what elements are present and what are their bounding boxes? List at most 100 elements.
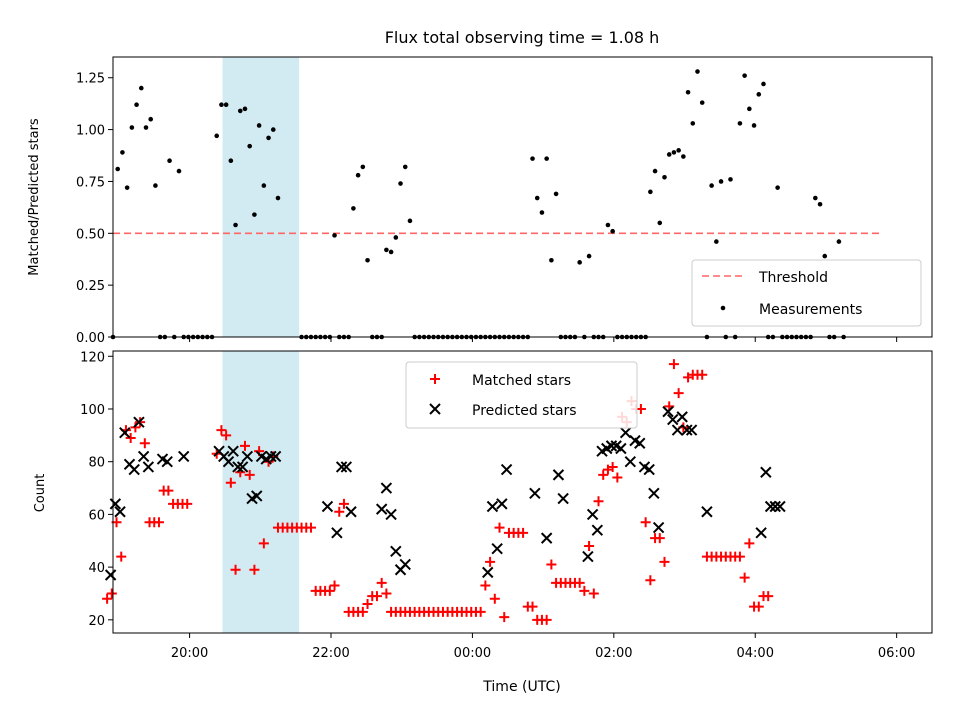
measurement-point (247, 143, 252, 149)
predicted-star-point (399, 558, 411, 571)
matched-star-point (130, 422, 141, 433)
x-tick-label: 02:00 (595, 646, 632, 661)
predicted-star-point (161, 455, 173, 468)
matched-star-point (518, 527, 529, 538)
measurement-point (530, 156, 535, 161)
measurement-point (355, 172, 361, 178)
measurement-point (214, 133, 220, 139)
measurement-point (120, 150, 125, 155)
matched-star-point (588, 588, 599, 599)
matched-star-point (258, 538, 269, 549)
y-tick-label: 0.25 (76, 279, 105, 294)
legend-matched-swatch (430, 374, 440, 384)
x-tick-label: 20:00 (171, 646, 208, 661)
measurement-point (332, 233, 337, 238)
predicted-star-point (605, 440, 618, 452)
predicted-star-point (652, 521, 665, 534)
matched-star-point (546, 559, 557, 570)
matched-star-point (480, 580, 491, 591)
measurement-point (695, 69, 700, 74)
predicted-star-point (648, 487, 660, 500)
matched-star-point (153, 517, 164, 528)
matched-star-point (659, 556, 670, 567)
x-axis-label: Time (UTC) (482, 679, 560, 695)
measurement-point (176, 168, 182, 174)
measurement-point (756, 92, 762, 97)
matched-star-point (357, 606, 368, 617)
legend: Threshold Measurements (691, 259, 922, 327)
predicted-star-point (764, 500, 777, 513)
predicted-star-point (251, 490, 263, 502)
predicted-star-point (241, 450, 254, 463)
measurement-point (822, 253, 828, 259)
predicted-star-point (340, 461, 353, 473)
matched-star-point (163, 485, 174, 496)
predicted-star-point (769, 500, 781, 513)
measurement-point (544, 156, 549, 161)
predicted-star-point (500, 463, 513, 476)
predicted-star-point (685, 424, 698, 436)
measurement-point (751, 123, 757, 128)
matched-star-point (249, 564, 260, 575)
predicted-star-point (227, 445, 239, 457)
matched-star-point (640, 517, 651, 528)
measurement-point (699, 100, 705, 105)
measurement-point (742, 73, 747, 78)
legend-predicted-swatch (429, 403, 441, 415)
measurement-point (242, 106, 248, 112)
matched-star-point (338, 498, 349, 509)
measurement-point (817, 201, 823, 207)
predicted-star-point (491, 542, 503, 555)
measurement-point (714, 239, 719, 244)
measurement-point (129, 125, 135, 130)
predicted-star-point (557, 492, 569, 505)
ratio-panel: 0.00 0.25 0.50 0.75 1.00 1.25 Matched/Predict… (27, 56, 933, 346)
measurement-point (261, 183, 267, 188)
y-tick-label: 0.00 (76, 331, 105, 346)
predicted-star-point (486, 500, 499, 513)
matched-star-point (763, 591, 774, 602)
chart-title: Flux total observing time = 1.08 h (385, 28, 660, 47)
matched-star-point (362, 599, 373, 610)
matched-star-point (216, 425, 227, 436)
measurement-point (266, 135, 271, 141)
measurement-point (402, 164, 408, 170)
legend-predicted-label: Predicted stars (472, 403, 577, 419)
measurement-point (662, 174, 667, 180)
predicted-star-point (552, 469, 565, 481)
y-tick-label: 20 (88, 614, 105, 629)
y-tick-label: 60 (88, 508, 105, 523)
measurement-point (648, 189, 653, 195)
matched-star-point (607, 461, 618, 472)
predicted-star-point (232, 461, 244, 473)
y-tick-label: 80 (88, 456, 105, 471)
x-tick-label: 00:00 (454, 646, 491, 661)
measurement-point (813, 195, 818, 201)
matched-star-point (645, 575, 656, 586)
predicted-star-point (128, 463, 140, 476)
matched-star-point (139, 438, 150, 449)
measurement-point (676, 148, 681, 153)
matched-star-point (371, 591, 382, 602)
predicted-star-point (482, 566, 494, 579)
matched-star-point (225, 477, 236, 488)
predicted-star-point (676, 411, 688, 423)
measurement-point (666, 152, 672, 157)
x-tick-label: 04:00 (737, 646, 774, 661)
matched-star-point (106, 588, 117, 599)
predicted-star-point (774, 500, 786, 513)
matched-star-point (244, 469, 255, 480)
matched-star-point (381, 588, 392, 599)
matched-star-point (668, 359, 679, 370)
x-axis-ticks (189, 337, 898, 342)
measurement-point (351, 206, 356, 211)
predicted-stars-points (104, 405, 786, 581)
measurement-point (728, 177, 733, 182)
predicted-star-point (119, 426, 131, 439)
measurement-point (360, 164, 366, 170)
measurement-point (553, 191, 559, 197)
predicted-star-point (615, 442, 627, 455)
matched-star-point (744, 538, 755, 549)
matched-star-point (116, 551, 127, 562)
